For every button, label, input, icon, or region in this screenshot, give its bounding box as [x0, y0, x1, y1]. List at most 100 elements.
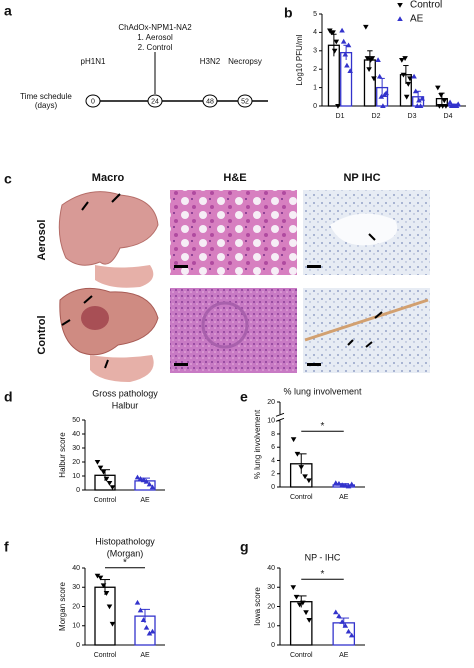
x-tick-label: Control	[290, 494, 313, 501]
data-point	[149, 628, 156, 634]
y-tick-label: 0	[76, 487, 80, 494]
x-tick-label: Control	[94, 497, 117, 504]
y-axis-label: % lung involvement	[253, 409, 262, 479]
data-point	[376, 73, 383, 79]
data-point	[106, 604, 113, 610]
data-point	[407, 76, 413, 82]
data-point	[339, 27, 345, 33]
y-tick-label: 6	[271, 444, 275, 451]
y-tick-label: 30	[72, 445, 80, 452]
bar	[289, 601, 313, 646]
significance-label: *	[321, 421, 325, 432]
data-point	[106, 481, 113, 486]
data-point	[342, 482, 349, 488]
data-point	[348, 632, 355, 638]
timeline-node	[147, 94, 163, 108]
data-point	[103, 591, 110, 596]
timeline-label: Time schedule	[20, 92, 72, 101]
y-axis-label: Morgan score	[58, 582, 67, 631]
data-point	[363, 24, 369, 30]
data-point	[342, 622, 349, 628]
data-point	[403, 94, 410, 100]
data-point	[405, 81, 412, 87]
axis-break	[276, 414, 284, 421]
data-point	[294, 451, 301, 457]
x-tick-label: AE	[140, 652, 150, 659]
y-tick-label: 4	[313, 29, 317, 36]
data-point	[306, 617, 313, 623]
bar	[340, 51, 353, 107]
data-point	[364, 56, 371, 61]
y-tick-label: 10	[72, 473, 80, 480]
y-tick-label: 20	[72, 603, 80, 610]
legend-label: Control	[410, 0, 442, 11]
timeline-node	[237, 94, 253, 108]
timeline-node	[85, 94, 101, 108]
legend-marker	[397, 3, 403, 8]
data-point	[137, 476, 144, 481]
ihc-image	[303, 288, 430, 373]
data-point	[298, 465, 305, 470]
data-point	[366, 67, 372, 72]
data-point	[100, 583, 107, 589]
x-tick-label: AE	[339, 652, 349, 659]
column-title: NP IHC	[343, 172, 380, 184]
timeline-day: 48	[206, 98, 214, 105]
column-title: Macro	[92, 172, 125, 184]
x-tick-label: D3	[408, 113, 417, 120]
y-tick-label: 5	[313, 11, 317, 18]
y-tick-label: 30	[72, 584, 80, 591]
panel-label: f	[4, 539, 9, 555]
data-point	[371, 76, 377, 82]
data-point	[290, 437, 297, 443]
y-tick-label: 2	[271, 471, 275, 478]
y-tick-label: 8	[271, 431, 275, 438]
chart-title: Gross pathology	[92, 388, 158, 398]
data-point	[332, 480, 339, 486]
data-point	[332, 609, 339, 615]
data-point	[443, 104, 449, 109]
x-tick-label: Control	[94, 652, 117, 659]
he-structure	[201, 301, 249, 349]
y-tick-label: 40	[267, 565, 275, 572]
axis-break-mark	[275, 412, 285, 417]
lung-image	[58, 191, 159, 266]
data-point	[447, 99, 453, 105]
arrows	[61, 193, 383, 369]
data-point	[380, 103, 386, 108]
data-point	[302, 474, 308, 480]
chart-subtitle: Halbur	[112, 400, 139, 410]
timeline-event: H3N2	[200, 57, 221, 66]
data-point	[330, 30, 336, 36]
y-tick-label: 0	[271, 642, 275, 649]
data-point	[149, 484, 156, 490]
data-point	[375, 57, 381, 62]
y-tick-label: 10	[72, 623, 80, 630]
data-point	[399, 58, 405, 63]
data-point	[348, 481, 355, 487]
data-point	[455, 101, 461, 107]
timeline-node	[202, 94, 218, 108]
y-tick-label: 10	[267, 623, 275, 630]
y-tick-label: 40	[72, 565, 80, 572]
x-tick-label: D2	[372, 113, 381, 120]
data-point	[333, 39, 340, 45]
axis-break-mark	[275, 417, 285, 422]
timeline-event: ChAdOx-NPM1-NA2	[118, 23, 192, 32]
y-tick-label: 20	[72, 459, 80, 466]
ihc-airway	[330, 213, 398, 246]
ihc-stain	[304, 298, 429, 342]
data-point	[303, 610, 309, 616]
data-point	[97, 575, 104, 581]
panel-label: b	[284, 5, 293, 21]
data-point	[140, 477, 147, 483]
panel-label: e	[240, 389, 248, 405]
data-point	[300, 600, 306, 606]
row-title: Control	[36, 315, 48, 354]
lung-image	[90, 355, 154, 382]
y-tick-label: 0	[313, 103, 317, 110]
x-tick-label: AE	[339, 494, 349, 501]
timeline-event: pH1N1	[81, 57, 106, 66]
timeline-day: 0	[91, 98, 95, 105]
